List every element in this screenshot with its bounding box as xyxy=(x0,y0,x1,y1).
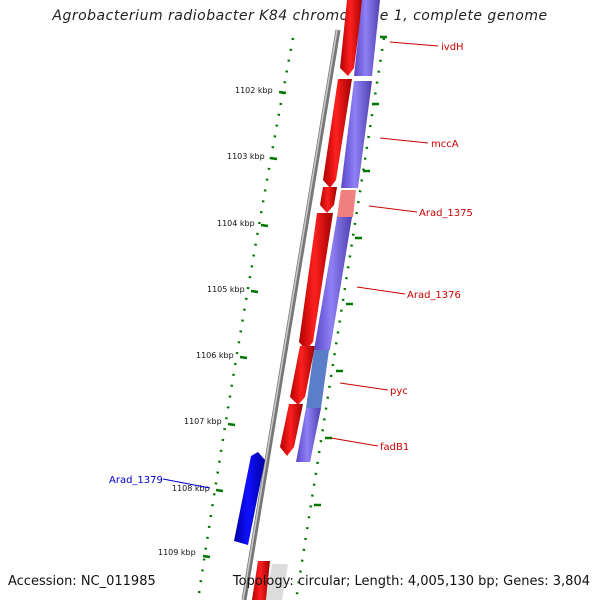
inner-ruler-ticks xyxy=(314,35,387,507)
label-arad-1379[interactable]: Arad_1379 xyxy=(109,475,163,486)
gene-pyc[interactable] xyxy=(290,346,315,405)
gene-arad-1375[interactable] xyxy=(320,187,337,213)
topology-text: Topology: circular; Length: 4,005,130 bp… xyxy=(232,574,590,589)
reverse-strand-genes xyxy=(266,0,380,600)
label-ivdH[interactable]: ivdH xyxy=(441,42,464,53)
label-mccA[interactable]: mccA xyxy=(431,139,459,150)
gene-fadB1[interactable] xyxy=(280,404,303,456)
ruler-label-1103: 1103 kbp xyxy=(227,152,265,161)
gene-arad-1376[interactable] xyxy=(299,213,333,350)
gene-bottom-red[interactable] xyxy=(252,561,270,600)
label-arad-1375[interactable]: Arad_1375 xyxy=(419,208,473,219)
gene-fadB1-rev[interactable] xyxy=(296,408,321,462)
gene-mccA[interactable] xyxy=(323,79,352,188)
gene-arad-1376-rev[interactable] xyxy=(314,217,352,350)
arad-1379-connector xyxy=(162,478,211,489)
ruler-ticks xyxy=(202,90,287,559)
accession-text: Accession: NC_011985 xyxy=(8,574,156,589)
ruler-label-1107: 1107 kbp xyxy=(184,417,222,426)
gene-mccA-rev[interactable] xyxy=(341,81,372,188)
map-title: Agrobacterium radiobacter K84 chromosome… xyxy=(52,8,548,24)
forward-strand-genes xyxy=(252,0,363,600)
gene-arad-1375-rev[interactable] xyxy=(337,190,356,217)
label-fadB1[interactable]: fadB1 xyxy=(380,442,409,453)
ruler-label-1105: 1105 kbp xyxy=(207,285,245,294)
gene-pyc-rev[interactable] xyxy=(306,350,329,408)
ruler-label-1109: 1109 kbp xyxy=(158,548,196,557)
ruler-label-1102: 1102 kbp xyxy=(235,86,273,95)
label-arad-1376[interactable]: Arad_1376 xyxy=(407,290,461,301)
label-connectors xyxy=(330,41,439,447)
ruler-label-1108: 1108 kbp xyxy=(172,484,210,493)
genome-backbone xyxy=(241,29,341,600)
gene-ivdH[interactable] xyxy=(340,0,363,76)
ruler-label-1104: 1104 kbp xyxy=(217,219,255,228)
gene-bottom-grey[interactable] xyxy=(266,564,288,600)
ruler-label-1106: 1106 kbp xyxy=(196,351,234,360)
gene-ivdH-rev[interactable] xyxy=(354,0,380,76)
label-pyc[interactable]: pyc xyxy=(390,386,408,397)
gene-arad-1379[interactable] xyxy=(234,452,265,545)
